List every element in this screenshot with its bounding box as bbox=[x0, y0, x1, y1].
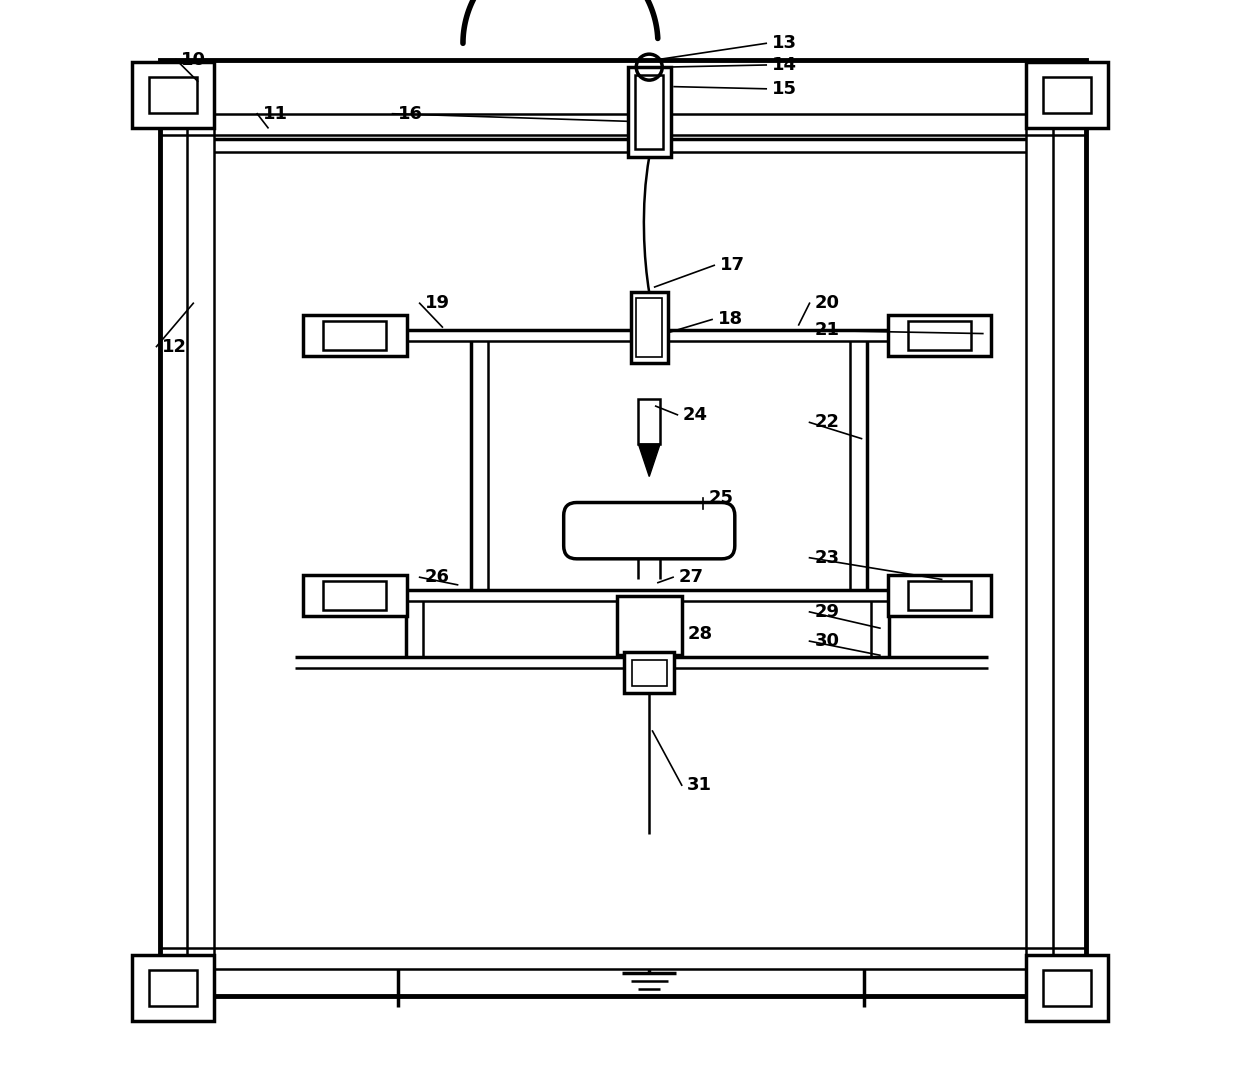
Bar bbox=[1043, 77, 1091, 113]
Bar bbox=[627, 67, 671, 157]
Text: 10: 10 bbox=[181, 51, 206, 68]
FancyBboxPatch shape bbox=[564, 503, 735, 559]
Bar bbox=[632, 660, 667, 686]
Text: 22: 22 bbox=[815, 414, 839, 431]
Bar bbox=[1043, 970, 1091, 1006]
Bar bbox=[149, 970, 197, 1006]
Bar bbox=[149, 77, 197, 113]
Bar bbox=[635, 75, 663, 149]
Bar bbox=[888, 575, 992, 616]
Bar bbox=[639, 399, 660, 444]
Text: 25: 25 bbox=[709, 490, 734, 507]
Bar bbox=[303, 575, 407, 616]
Text: 20: 20 bbox=[815, 295, 839, 312]
Text: 18: 18 bbox=[718, 311, 743, 328]
Bar bbox=[324, 322, 386, 350]
Text: 12: 12 bbox=[162, 338, 187, 355]
Text: 13: 13 bbox=[771, 35, 796, 52]
Bar bbox=[908, 582, 971, 610]
Polygon shape bbox=[639, 444, 660, 477]
Bar bbox=[636, 298, 662, 357]
Text: 27: 27 bbox=[678, 569, 703, 586]
Bar bbox=[631, 292, 667, 363]
Text: 11: 11 bbox=[263, 105, 288, 122]
Text: 16: 16 bbox=[398, 105, 423, 122]
Text: 15: 15 bbox=[771, 80, 796, 97]
Bar bbox=[324, 582, 386, 610]
Bar bbox=[624, 652, 675, 693]
Bar bbox=[133, 62, 215, 128]
Bar bbox=[888, 315, 992, 356]
Bar bbox=[616, 596, 682, 655]
Text: 29: 29 bbox=[815, 603, 839, 621]
Bar bbox=[303, 315, 407, 356]
Bar bbox=[1025, 62, 1107, 128]
Text: 31: 31 bbox=[687, 777, 712, 794]
Text: 21: 21 bbox=[815, 322, 839, 339]
Text: 14: 14 bbox=[771, 56, 796, 74]
Bar bbox=[1025, 955, 1107, 1021]
Text: 17: 17 bbox=[719, 257, 745, 274]
Bar bbox=[133, 955, 215, 1021]
Bar bbox=[160, 60, 1086, 996]
Text: 30: 30 bbox=[815, 632, 839, 650]
Text: 19: 19 bbox=[425, 295, 450, 312]
Text: 24: 24 bbox=[683, 406, 708, 423]
Text: 28: 28 bbox=[687, 625, 712, 642]
Text: 23: 23 bbox=[815, 549, 839, 566]
Text: 26: 26 bbox=[425, 569, 450, 586]
Bar bbox=[908, 322, 971, 350]
